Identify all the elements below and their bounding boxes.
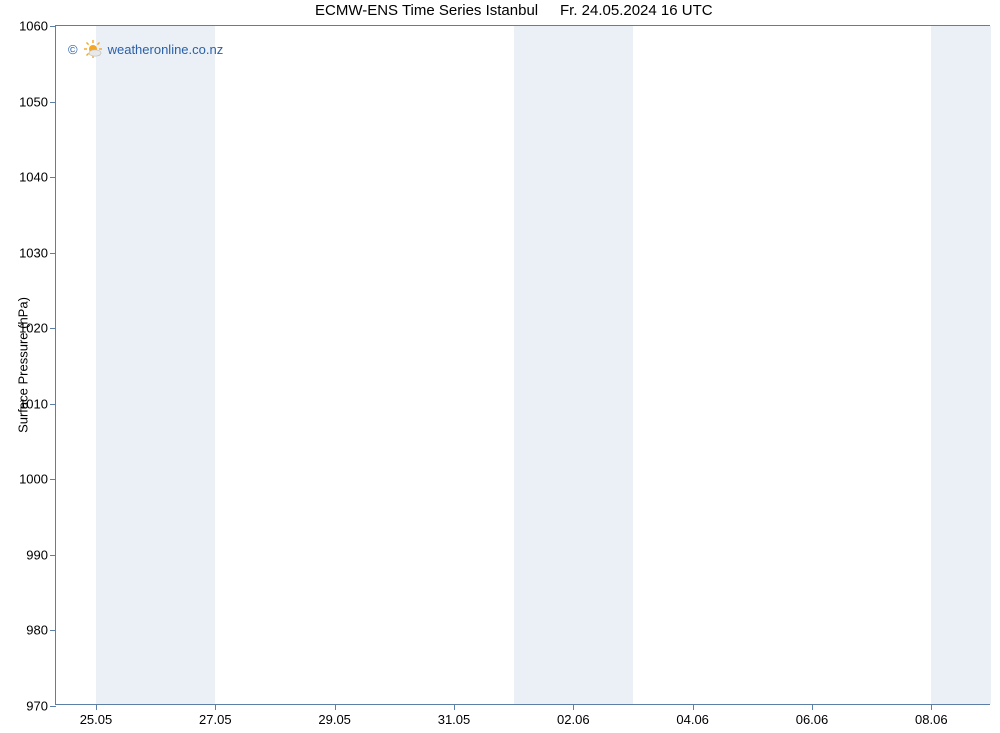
watermark-text: weatheronline.co.nz (108, 42, 224, 57)
y-tick-label: 1060 (19, 19, 48, 34)
x-tick-mark (96, 704, 97, 710)
y-tick-label: 1030 (19, 245, 48, 260)
y-tick-label: 980 (26, 623, 48, 638)
watermark: © weatheronlin (68, 40, 223, 58)
x-tick-mark (931, 704, 932, 710)
y-tick-mark (50, 555, 56, 556)
sun-icon (84, 40, 102, 58)
y-tick-mark (50, 177, 56, 178)
y-tick-label: 1020 (19, 321, 48, 336)
y-tick-label: 1010 (19, 396, 48, 411)
x-tick-mark (693, 704, 694, 710)
x-tick-mark (215, 704, 216, 710)
copyright-symbol: © (68, 42, 78, 57)
weekend-band (514, 26, 633, 704)
y-tick-mark (50, 479, 56, 480)
x-tick-label: 29.05 (318, 712, 351, 727)
y-tick-mark (50, 404, 56, 405)
y-axis-label: Surface Pressure (hPa) (15, 297, 30, 433)
x-tick-mark (573, 704, 574, 710)
y-tick-label: 1000 (19, 472, 48, 487)
plot-area: © weatheronlin (55, 25, 990, 705)
x-tick-label: 27.05 (199, 712, 232, 727)
x-tick-label: 31.05 (438, 712, 471, 727)
weekend-band (96, 26, 215, 704)
x-tick-mark (454, 704, 455, 710)
y-tick-mark (50, 706, 56, 707)
y-tick-mark (50, 630, 56, 631)
x-tick-label: 02.06 (557, 712, 590, 727)
y-tick-label: 990 (26, 547, 48, 562)
pressure-chart: ECMW-ENS Time Series Istanbul Fr. 24.05.… (0, 0, 1000, 733)
x-tick-label: 04.06 (676, 712, 709, 727)
y-tick-mark (50, 102, 56, 103)
y-tick-mark (50, 26, 56, 27)
x-tick-mark (812, 704, 813, 710)
y-tick-mark (50, 253, 56, 254)
x-tick-mark (335, 704, 336, 710)
y-tick-label: 970 (26, 699, 48, 714)
y-tick-mark (50, 328, 56, 329)
x-tick-label: 06.06 (796, 712, 829, 727)
chart-title-right: Fr. 24.05.2024 16 UTC (560, 2, 713, 19)
weekend-band (931, 26, 991, 704)
y-tick-label: 1050 (19, 94, 48, 109)
x-tick-label: 08.06 (915, 712, 948, 727)
x-tick-label: 25.05 (80, 712, 113, 727)
chart-title-left: ECMW-ENS Time Series Istanbul (315, 2, 538, 19)
y-tick-label: 1040 (19, 170, 48, 185)
